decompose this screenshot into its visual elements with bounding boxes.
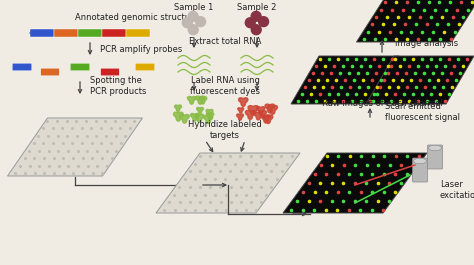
Circle shape [196,17,206,26]
Polygon shape [206,113,214,120]
Text: Spotting the
PCR products: Spotting the PCR products [90,76,146,96]
Polygon shape [156,153,300,213]
FancyBboxPatch shape [102,29,126,37]
Polygon shape [174,105,182,112]
FancyBboxPatch shape [412,158,428,182]
Text: Image analysis: Image analysis [395,38,458,47]
FancyBboxPatch shape [30,29,54,37]
Polygon shape [237,114,244,120]
Ellipse shape [413,158,427,164]
Polygon shape [283,153,427,213]
Polygon shape [356,0,474,42]
Polygon shape [195,114,204,122]
Polygon shape [366,56,474,104]
Text: Hybridize labeled
targets: Hybridize labeled targets [188,120,262,140]
Text: Extract total RNA: Extract total RNA [189,38,261,46]
Polygon shape [291,56,399,104]
Polygon shape [248,105,258,115]
Polygon shape [199,97,207,104]
Polygon shape [204,116,213,124]
Text: Raw images of each channel: Raw images of each channel [321,99,442,108]
Polygon shape [259,111,266,118]
FancyBboxPatch shape [100,68,119,76]
Text: Sample 1: Sample 1 [174,2,214,11]
Polygon shape [173,112,183,121]
FancyBboxPatch shape [126,29,150,37]
Text: PCR amplify probes: PCR amplify probes [100,45,182,54]
FancyBboxPatch shape [428,145,443,169]
Polygon shape [238,98,248,107]
Polygon shape [191,113,199,121]
Polygon shape [262,115,270,123]
Text: Scan emitted
fluorescent signal: Scan emitted fluorescent signal [385,102,460,122]
Text: Laser
excitation: Laser excitation [440,180,474,200]
Polygon shape [265,104,275,113]
FancyBboxPatch shape [70,63,90,71]
Polygon shape [8,118,143,176]
Polygon shape [188,96,196,104]
Polygon shape [238,108,244,113]
Polygon shape [268,105,278,114]
Circle shape [251,11,261,21]
Polygon shape [196,96,205,104]
FancyBboxPatch shape [12,63,32,71]
FancyBboxPatch shape [54,29,78,37]
Text: Sample 2: Sample 2 [237,2,277,11]
Text: Annotated genomic structure: Annotated genomic structure [75,12,199,21]
Circle shape [188,11,198,21]
Polygon shape [206,109,213,116]
Circle shape [246,18,255,28]
Text: Label RNA using
fluorescent dyes: Label RNA using fluorescent dyes [190,76,260,96]
Polygon shape [197,107,203,114]
Polygon shape [264,115,273,123]
Polygon shape [257,107,265,114]
Circle shape [259,17,269,26]
FancyBboxPatch shape [41,68,59,76]
Circle shape [182,18,192,28]
FancyBboxPatch shape [78,29,102,37]
Polygon shape [246,111,255,120]
Polygon shape [254,112,263,120]
Polygon shape [180,114,190,123]
Circle shape [188,25,198,35]
Ellipse shape [428,145,441,151]
FancyBboxPatch shape [135,63,155,71]
Circle shape [251,25,261,35]
